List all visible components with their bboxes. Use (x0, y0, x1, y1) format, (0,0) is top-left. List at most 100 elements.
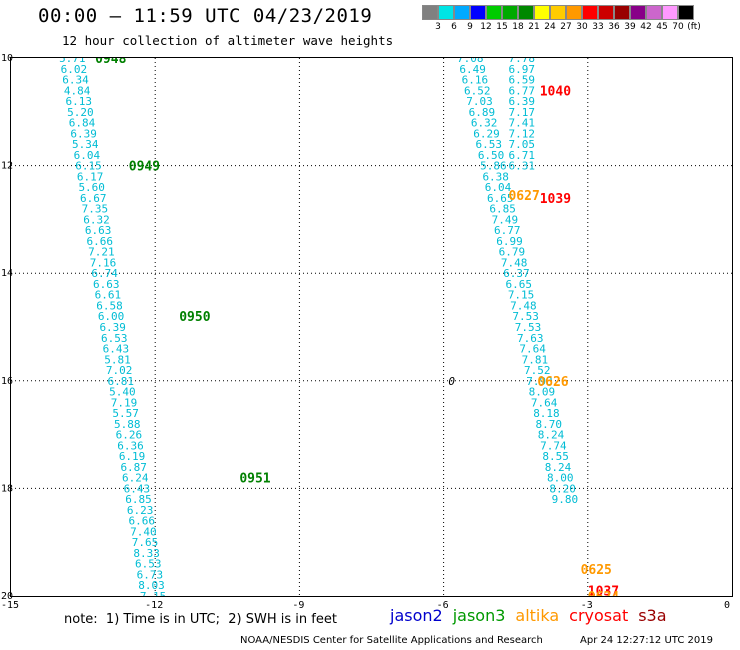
wave-height-value: 7.52 (524, 364, 551, 377)
map-subtitle: 12 hour collection of altimeter wave hei… (62, 33, 394, 48)
wave-height-value: 5.40 (109, 386, 136, 399)
color-scale-cell (518, 5, 534, 20)
wave-height-value: 7.41 (508, 117, 535, 130)
wave-height-value: 5.81 (104, 353, 130, 366)
wave-height-value: 6.04 (485, 181, 512, 194)
wave-height-value: 7.17 (508, 106, 535, 119)
wave-height-value: 6.73 (137, 568, 164, 581)
wave-height-value: 6.00 (98, 310, 125, 323)
color-scale-cell (502, 5, 518, 20)
wave-height-value: 8.03 (138, 579, 165, 592)
wave-height-value: 6.15 (75, 160, 102, 173)
pass-time-label: 0627 (508, 189, 539, 204)
wave-height-value: 7.21 (88, 246, 115, 259)
wave-height-value: 6.58 (96, 299, 123, 312)
wave-height-value: 6.63 (93, 278, 120, 291)
pass-time-label: 1039 (540, 192, 571, 207)
pass-time-label: 0950 (179, 310, 210, 325)
color-scale-label: 9 (467, 22, 473, 32)
wave-height-value: 7.49 (492, 213, 518, 226)
color-scale-label: 42 (640, 22, 652, 32)
color-scale-label: (ft) (687, 22, 701, 32)
wave-height-value: 7.53 (515, 321, 542, 334)
color-scale-label: 27 (560, 22, 572, 32)
wave-height-value: 6.97 (508, 63, 535, 76)
wave-height-value: 6.74 (91, 267, 118, 280)
wave-height-value: 6.84 (69, 117, 96, 130)
wave-height-value: 6.37 (503, 267, 529, 280)
wave-height-value: 6.71 (508, 149, 535, 162)
color-scale-label: 12 (480, 22, 492, 32)
map-title: 00:00 – 11:59 UTC 04/23/2019 (38, 5, 373, 27)
wave-height-value: 6.23 (127, 504, 154, 517)
wave-height-value: 6.32 (471, 117, 498, 130)
wave-height-value: 6.85 (125, 493, 152, 506)
map-plot-area[interactable]: 5.71 6.02 6.34 4.84 6.13 5.20 6.84 6.39 5.34 6.04… (10, 52, 733, 605)
wave-height-value: 9.80 (552, 493, 579, 506)
color-scale-cell (454, 5, 470, 20)
color-scale-label: 18 (512, 22, 524, 32)
pass-time-label: 0624 (588, 590, 619, 596)
color-scale-cell (566, 5, 582, 20)
wave-height-value: 6.77 (494, 224, 521, 237)
wave-height-value: 6.61 (95, 289, 122, 302)
units-note: note: 1) Time is in UTC; 2) SWH is in fe… (64, 612, 337, 627)
pass-time-label: 0626 (537, 375, 568, 390)
wave-height-value: 7.16 (90, 256, 117, 269)
legend-item-s3a: s3a (638, 606, 667, 625)
wave-height-value: 6.53 (476, 138, 503, 151)
pass-time-label: 0948 (95, 58, 126, 67)
color-scale-label: 33 (592, 22, 604, 32)
wave-height-value: 6.50 (478, 149, 505, 162)
wave-height-value: 6.34 (62, 74, 89, 87)
x-tick-label: -15 (1, 600, 19, 611)
wave-height-value: 6.85 (489, 203, 516, 216)
wave-height-value: 7.93 (526, 375, 553, 388)
color-scale-cell (534, 5, 550, 20)
wave-height-value: 6.16 (462, 74, 489, 87)
wave-height-value: 6.87 (120, 461, 147, 474)
wave-height-value: 6.65 (506, 278, 533, 291)
color-scale-cell (646, 5, 662, 20)
wave-height-value: 6.52 (464, 84, 491, 97)
wave-height-value: 6.38 (482, 170, 509, 183)
wave-height-value: 7.81 (522, 353, 549, 366)
color-scale-cell (582, 5, 598, 20)
map-plot-svg: 5.716.026.344.846.135.206.846.395.346.04… (11, 52, 732, 605)
color-scale-cell (486, 5, 502, 20)
wave-height-value: 4.84 (64, 84, 91, 97)
wave-height-value: 6.39 (508, 95, 535, 108)
color-scale-label: 30 (576, 22, 588, 32)
color-scale-label: 24 (544, 22, 556, 32)
wave-height-value: 6.65 (487, 192, 513, 205)
color-scale-labels: 3 6 9 12 15 18 21 24 27 30 33 36 39 42 45 70 (ft) (422, 22, 732, 36)
color-scale-cell (614, 5, 630, 20)
legend-item-altika: altika (515, 606, 560, 625)
color-scale-cell (470, 5, 486, 20)
wave-height-value: 7.74 (540, 439, 567, 452)
wave-height-value: 5.88 (114, 418, 141, 431)
wave-height-value: 7.53 (512, 310, 539, 323)
wave-height-value: 6.99 (496, 235, 523, 248)
color-scale-label: 36 (608, 22, 620, 32)
color-scale-cell (438, 5, 454, 20)
legend-item-jason3: jason3 (452, 606, 506, 625)
wave-height-value: 6.32 (83, 213, 110, 226)
color-scale-label: 3 (435, 22, 441, 32)
wave-height-value: 6.59 (508, 74, 535, 87)
wave-height-value: 7.65 (132, 536, 159, 549)
wave-height-value: 8.24 (538, 429, 565, 442)
wave-height-value: 6.04 (74, 149, 101, 162)
footer-timestamp: Apr 24 12:27:12 UTC 2019 (580, 635, 713, 646)
legend-item-jason2: jason2 (390, 606, 443, 625)
wave-height-value: 8.20 (549, 482, 576, 495)
zero-marker: 0 (448, 375, 455, 388)
wave-height-value: 7.15 (140, 590, 167, 596)
x-tick-label: -12 (145, 600, 163, 611)
x-tick-label: 0 (724, 600, 730, 611)
wave-height-value: 6.63 (85, 224, 112, 237)
wave-height-value: 8.70 (536, 418, 563, 431)
footer-credit: NOAA/NESDIS Center for Satellite Applica… (240, 635, 543, 646)
wave-height-value: 8.18 (533, 407, 560, 420)
wave-height-value: 6.36 (117, 439, 143, 452)
